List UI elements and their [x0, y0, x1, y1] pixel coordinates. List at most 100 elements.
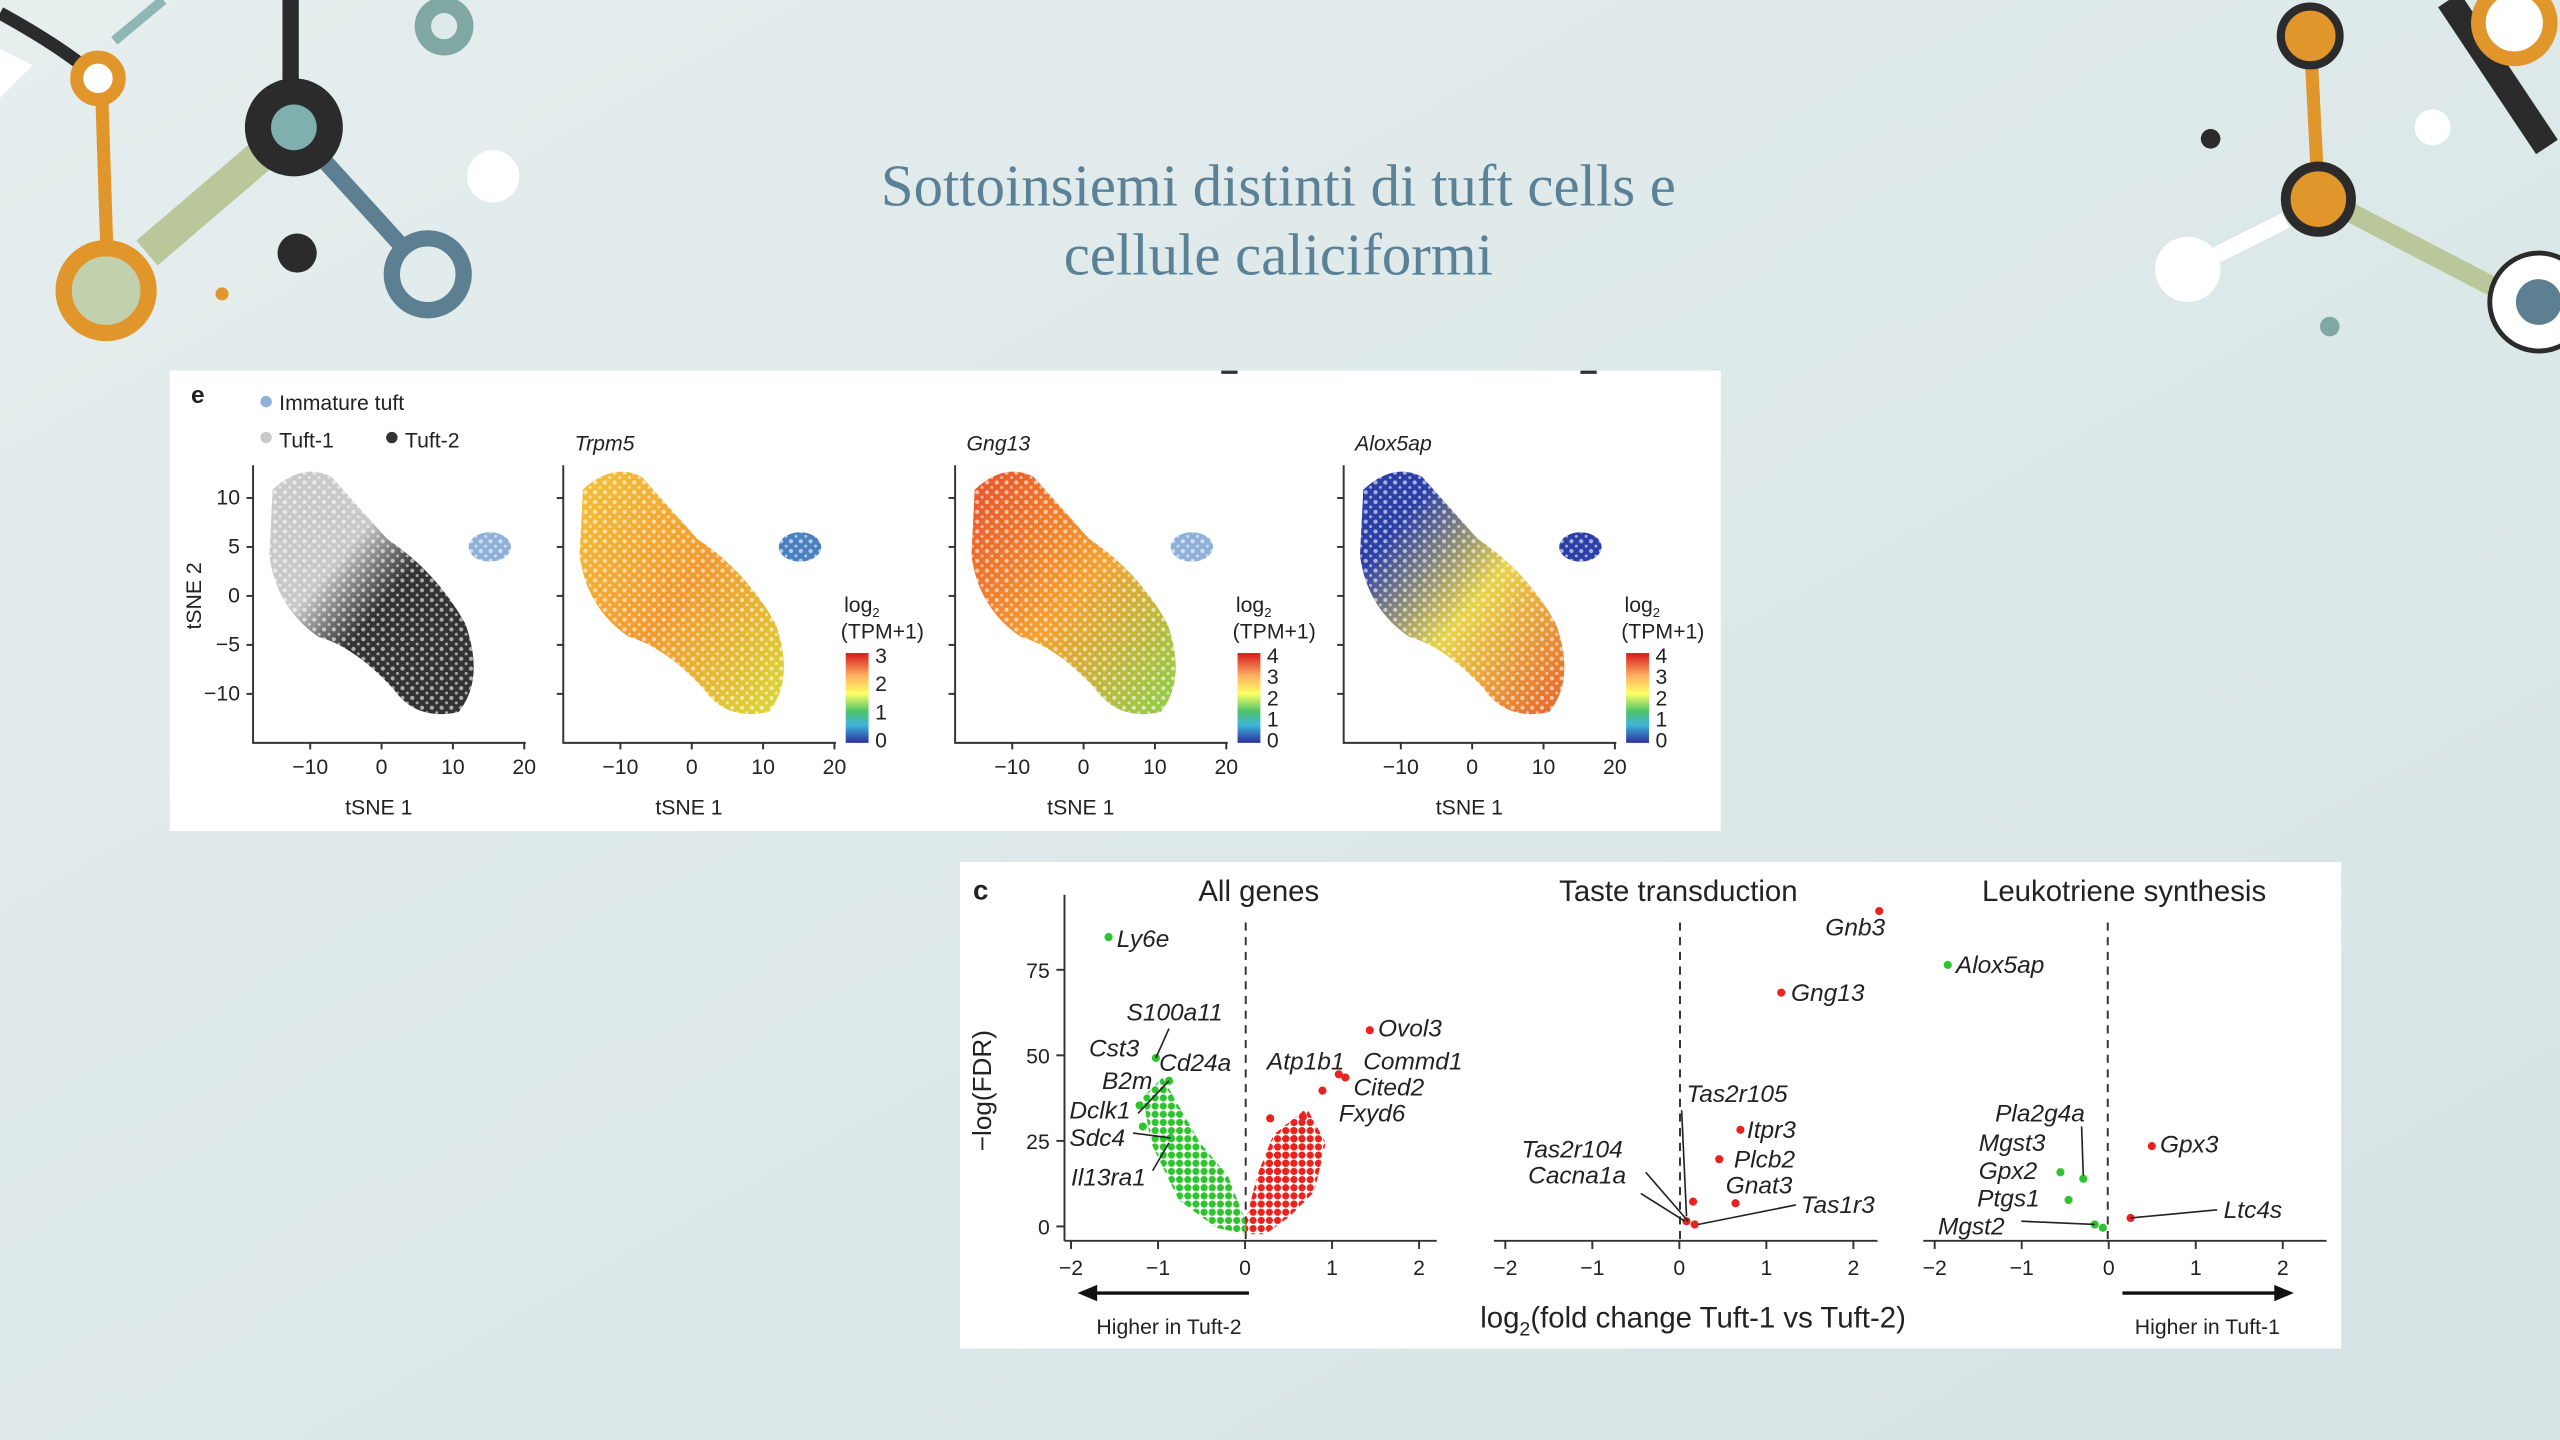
- x-axis-label: tSNE 1: [345, 797, 412, 820]
- gene-label: Cited2: [1353, 1075, 1424, 1102]
- volcano-plot: −2 −1 0 1 2 All genes: [1059, 875, 1437, 1280]
- decor-circle: [1731, 1199, 1740, 1208]
- x-tick-label: 20: [1214, 756, 1238, 779]
- x-tick-label: 0: [376, 756, 388, 779]
- cluster-speckle: [778, 532, 822, 562]
- colorbar-subscript: 2: [1653, 605, 1660, 620]
- decoration-left: [0, 0, 520, 342]
- x-tick-label: 20: [823, 756, 847, 779]
- x-tick-label: −10: [602, 756, 638, 779]
- gene-label: Cacna1a: [1528, 1163, 1626, 1190]
- decor-line: [1680, 1110, 1688, 1217]
- decor-polygon: [1142, 1077, 1246, 1235]
- legend-label: Immature tuft: [279, 392, 404, 415]
- x-tick-label: −10: [994, 756, 1030, 779]
- gene-label: Fxyd6: [1339, 1101, 1406, 1128]
- colorbar-tick: 3: [875, 645, 887, 668]
- decor-line: [1640, 1192, 1686, 1222]
- gene-label: Gnat3: [1726, 1172, 1793, 1199]
- gene-label: Tas1r3: [1801, 1192, 1875, 1219]
- x-tick-label: −2: [1493, 1257, 1517, 1280]
- decor-circle: [70, 50, 126, 107]
- colorbar-tick: 2: [875, 673, 887, 696]
- x-axis-label: tSNE 1: [1047, 797, 1114, 820]
- decor-polygon: [1257, 1115, 1307, 1184]
- axis: [1342, 465, 1617, 744]
- x-label-subscript: 2: [1519, 1319, 1530, 1341]
- decor-circle: [1298, 1112, 1307, 1121]
- colorbar-label: log2: [1624, 594, 1660, 620]
- x-tick-label: 10: [1532, 756, 1556, 779]
- colorbar-tick: 3: [1267, 666, 1279, 689]
- x-label-base: log: [1480, 1301, 1519, 1334]
- legend-dot: [260, 395, 272, 408]
- x-label-text: (fold change Tuft-1 vs Tuft-2): [1530, 1301, 1906, 1334]
- y-tick-label: 0: [228, 584, 240, 607]
- gene-label: Gpx3: [2160, 1132, 2219, 1159]
- decor-circle: [1690, 1220, 1699, 1229]
- gene-label: Ovol3: [1378, 1016, 1442, 1043]
- decor-circle: [1715, 1155, 1724, 1164]
- x-tick-label: −10: [1383, 756, 1419, 779]
- decor-line: [1137, 1080, 1170, 1115]
- gene-label: Itpr3: [1747, 1117, 1796, 1144]
- x-axis-label: tSNE 1: [1436, 797, 1503, 820]
- gene-label: Sdc4: [1069, 1125, 1125, 1152]
- gene-label: B2m: [1102, 1068, 1152, 1095]
- colorbar-base: log: [844, 594, 872, 617]
- gene-label: Atp1b1: [1265, 1048, 1345, 1075]
- cell-cloud: [1360, 471, 1602, 715]
- title-line: Sottoinsiemi distinti di tuft cells e: [881, 154, 1676, 219]
- colorbar-tick: 3: [1656, 666, 1668, 689]
- gene-label: Tas2r105: [1687, 1081, 1789, 1108]
- gene-label: Gng13: [1791, 980, 1865, 1007]
- decor-circle: [2056, 1168, 2065, 1177]
- y-axis-label: −log(FDR): [967, 1030, 997, 1151]
- decor-circle: [2064, 1195, 2073, 1205]
- y-tick-label: 50: [1026, 1046, 1050, 1069]
- x-tick-label: 0: [686, 756, 698, 779]
- panel-title: All genes: [1198, 875, 1319, 908]
- decor-circle: [1166, 1133, 1175, 1143]
- colorbar-label: log2: [844, 594, 880, 620]
- arrow-label: Higher in Tuft-1: [2135, 1316, 2280, 1339]
- decor-circle: [383, 230, 472, 319]
- x-tick-label: −10: [292, 756, 328, 779]
- colorbar-tick: 1: [875, 701, 887, 724]
- volcano-plot: −2 −1 0 1 2 Taste transduction: [1493, 875, 1878, 1280]
- decoration-right: [2155, 0, 2560, 354]
- panel-title: Leukotriene synthesis: [1982, 875, 2266, 908]
- decor-circle: [1318, 1086, 1327, 1095]
- x-tick-label: −1: [1580, 1257, 1604, 1280]
- gene-label: Plcb2: [1734, 1146, 1796, 1173]
- decor-path: [0, 48, 33, 98]
- axis: [252, 465, 526, 744]
- decor-circle: [1266, 1114, 1275, 1123]
- arrow-label: Higher in Tuft-2: [1096, 1316, 1241, 1339]
- decor-line: [2130, 1208, 2218, 1219]
- gene-label: Commd1: [1363, 1048, 1462, 1075]
- tsne-plot: −10 0 10 20 tSNE 1 10 5 0 −5 −10 tSNE 2: [183, 465, 536, 820]
- decor-line: [1155, 1028, 1170, 1059]
- decor-circle: [55, 240, 157, 342]
- gene-label: Ltc4s: [2224, 1197, 2282, 1224]
- decor-line: [1697, 1204, 1797, 1226]
- gene-label: Dclk1: [1069, 1097, 1130, 1124]
- x-tick-label: 0: [2103, 1257, 2115, 1280]
- x-tick-label: 2: [2277, 1257, 2289, 1280]
- decor-line: [2438, 0, 2558, 155]
- decor-circle: [2276, 2, 2344, 70]
- colorbar: [845, 653, 869, 743]
- figure-c: [960, 862, 2342, 1349]
- decor-circle: [1135, 1101, 1144, 1110]
- x-tick-label: −2: [1059, 1257, 1083, 1280]
- gene-label: Mgst2: [1938, 1213, 2005, 1240]
- decor-circle: [2147, 1142, 2156, 1151]
- y-tick-label: 10: [216, 486, 240, 509]
- x-tick-label: 1: [1326, 1257, 1338, 1280]
